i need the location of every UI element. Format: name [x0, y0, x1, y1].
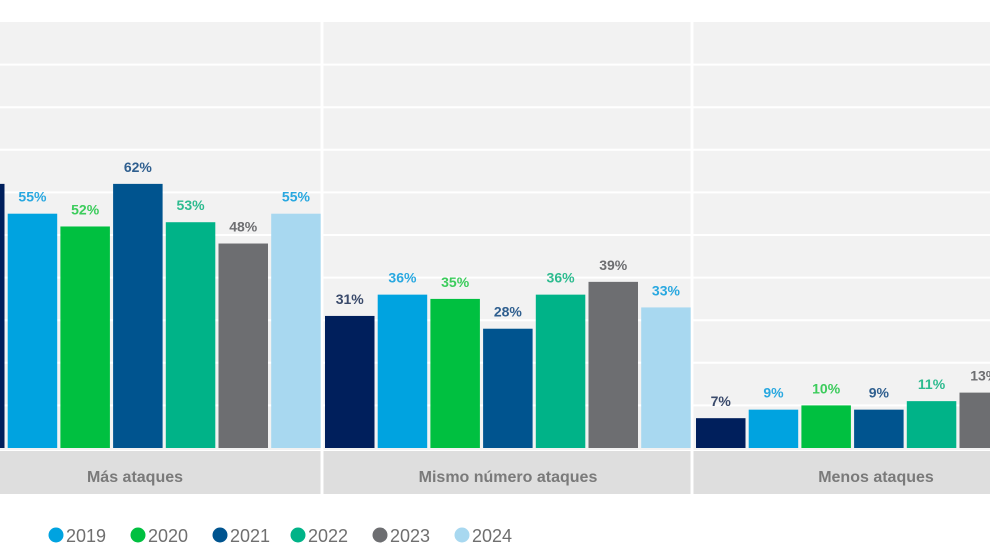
data-label: 52%: [71, 201, 100, 217]
data-label: 9%: [763, 385, 784, 401]
legend-label: 2019: [66, 526, 106, 546]
bar-2019-0: [7, 213, 58, 448]
legend-marker-2022: [290, 527, 306, 543]
bar-2023-2: [959, 392, 990, 448]
bar-2022-0: [165, 222, 216, 448]
data-label: 36%: [388, 270, 417, 286]
category-background: [0, 451, 990, 494]
bar-2022-1: [535, 294, 586, 448]
data-label: 39%: [599, 257, 628, 273]
data-label: 13%: [970, 368, 990, 384]
legend-marker-2023: [372, 527, 388, 543]
data-label: 35%: [441, 274, 470, 290]
bar-2021-0: [113, 183, 163, 448]
bar-2020-2: [801, 405, 851, 448]
bar-2023-0: [218, 243, 268, 448]
legend-label: 2023: [390, 526, 430, 546]
data-label: 10%: [812, 380, 841, 396]
bar-2019-2: [748, 409, 799, 448]
legend-label: 2020: [148, 526, 188, 546]
data-label: 11%: [918, 376, 946, 392]
data-label: 31%: [336, 291, 365, 307]
category-label: Mismo número ataques: [419, 469, 598, 486]
data-label: 53%: [177, 197, 206, 213]
legend-label: 2024: [472, 526, 512, 546]
bar-2018-0: [0, 183, 5, 448]
data-label: 55%: [282, 189, 311, 205]
bar-2020-0: [60, 226, 110, 448]
data-label: 36%: [547, 270, 576, 286]
data-label: 55%: [18, 189, 47, 205]
data-label: 9%: [869, 385, 890, 401]
data-label: 48%: [229, 219, 258, 235]
data-label: 7%: [711, 393, 732, 409]
legend-marker-2019: [48, 527, 64, 543]
legend-label: 2022: [308, 526, 348, 546]
category-strip: Más ataques Mismo número ataques Menos ata…: [0, 451, 990, 494]
bar-2023-1: [588, 281, 638, 448]
bar-2021-2: [854, 409, 904, 448]
bar-2019-1: [377, 294, 428, 448]
category-label: Más ataques: [87, 469, 183, 486]
bar-2021-1: [483, 328, 533, 448]
legend-marker-2021: [212, 527, 228, 543]
bar-2024-1: [641, 307, 691, 448]
legend-marker-2020: [130, 527, 146, 543]
data-label: 33%: [652, 282, 681, 298]
bar-2024-0: [271, 213, 321, 448]
bar-2022-2: [906, 401, 957, 448]
bars: 55% 52% 62% 53% 48% 55% 31% 36% 35% 28% 36% 39% 33% 7…: [0, 159, 990, 448]
bar-2018-1: [325, 315, 375, 448]
bar-2020-1: [430, 298, 480, 448]
legend: 2018201920202021202220232024: [48, 526, 512, 546]
legend-label: 2021: [230, 526, 270, 546]
bar-2018-2: [696, 418, 746, 448]
category-label: Menos ataques: [818, 469, 934, 486]
data-label: 62%: [124, 159, 153, 175]
data-label: 28%: [494, 304, 523, 320]
legend-marker-2024: [454, 527, 470, 543]
